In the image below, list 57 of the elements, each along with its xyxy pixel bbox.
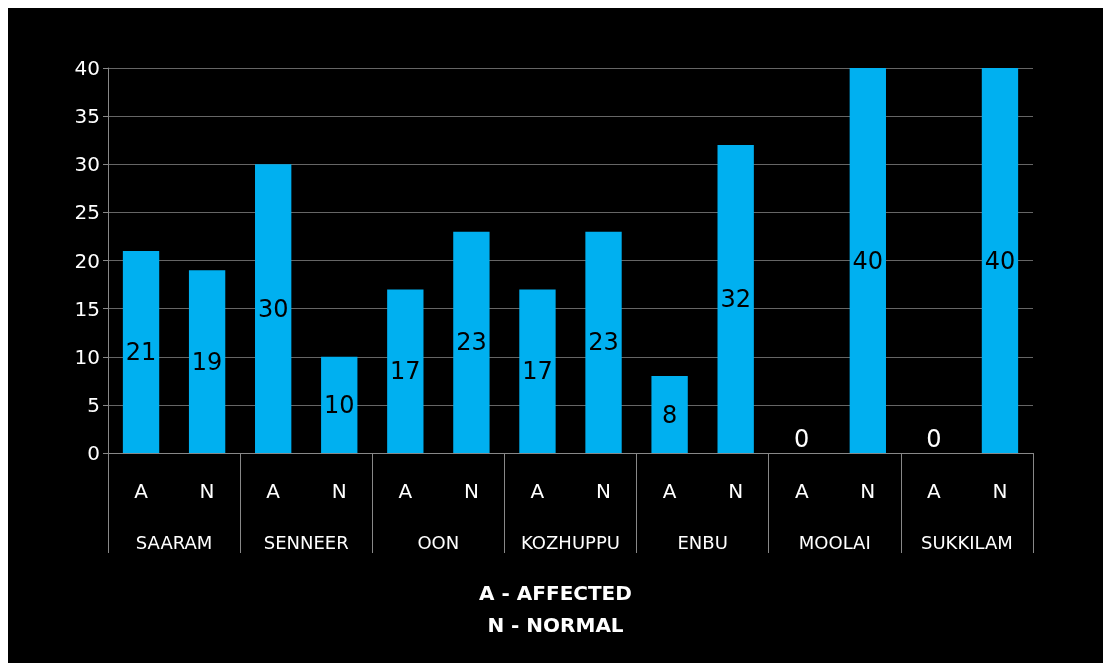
x-tick-label: A — [134, 479, 149, 503]
x-tick-label: A — [794, 479, 809, 503]
y-tick-label: 40 — [74, 56, 100, 80]
data-label: 0 — [926, 425, 942, 453]
y-tick-label: 10 — [74, 344, 100, 369]
text: SAARAM — [135, 531, 213, 553]
data-label: 21 — [125, 337, 157, 366]
y-tick-label: 5 — [87, 392, 100, 417]
bar — [585, 231, 622, 453]
bar — [321, 356, 358, 453]
y-tick-label: 30 — [74, 152, 100, 177]
x-tick-label: A — [266, 479, 281, 503]
text: MOOLAI — [798, 531, 871, 553]
bar — [188, 270, 226, 453]
bar — [387, 289, 424, 453]
x-tick-label: A — [398, 479, 413, 503]
bar — [849, 68, 886, 453]
y-tick-label: 20 — [74, 248, 100, 273]
x-tick-label: N — [463, 479, 479, 503]
data-label: 8 — [661, 400, 678, 429]
y-tick-label: 25 — [74, 200, 100, 225]
data-label: 40 — [984, 246, 1016, 275]
data-label: 23 — [588, 328, 619, 357]
y-tick-label: 15 — [74, 296, 100, 321]
data-label: 30 — [257, 294, 289, 323]
x-tick-label: N — [331, 479, 347, 503]
text: ENBU — [677, 531, 728, 553]
x-tick-label: N — [596, 479, 612, 503]
text: OON — [417, 531, 460, 553]
text: SENNEER — [263, 531, 349, 553]
x-tick-label: A — [662, 479, 677, 503]
x-tick-label: N — [860, 479, 876, 503]
bar — [453, 231, 490, 453]
data-label: 10 — [323, 390, 355, 419]
text: KOZHUPPU — [521, 531, 620, 553]
data-label: 0 — [794, 425, 810, 453]
bar — [651, 376, 688, 453]
data-label: 17 — [522, 357, 553, 386]
bar — [717, 145, 754, 453]
x-axis-title: A - AFFECTED N - NORMAL — [479, 581, 632, 637]
bar — [981, 68, 1019, 453]
x-tick-label: N — [728, 479, 744, 503]
data-label: 19 — [191, 347, 223, 376]
bar — [255, 164, 292, 453]
bar — [122, 250, 160, 453]
y-tick-label: 0 — [87, 441, 100, 465]
y-tick-label: 35 — [74, 104, 100, 129]
bar — [519, 289, 556, 453]
data-label: 32 — [720, 285, 751, 313]
data-label: 23 — [456, 328, 487, 357]
x-tick-label: N — [992, 479, 1008, 503]
x-tick-label: A — [530, 479, 545, 503]
data-label: 40 — [852, 246, 884, 275]
data-label: 17 — [390, 357, 421, 386]
x-tick-label: N — [199, 479, 215, 503]
text: SUKKILAM — [921, 531, 1013, 553]
x-tick-label: A — [927, 479, 942, 503]
